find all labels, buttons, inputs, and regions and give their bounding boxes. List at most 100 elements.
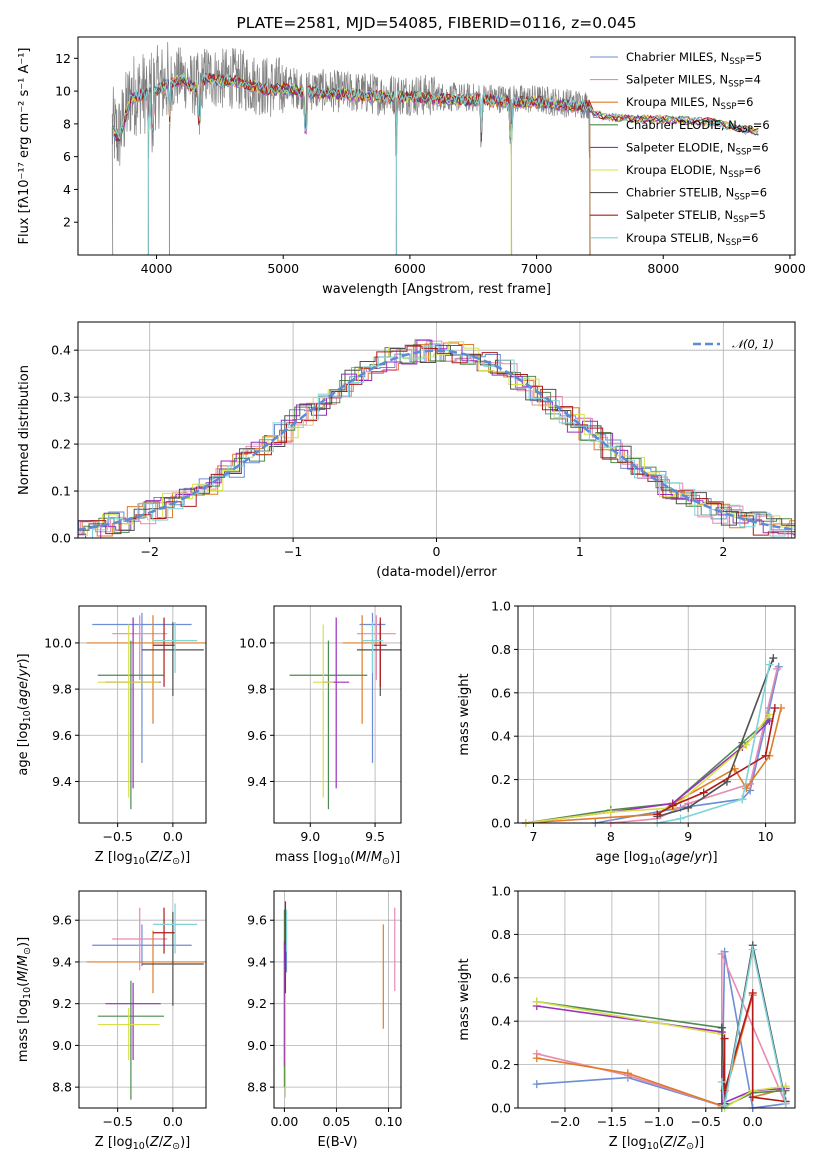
axis-label-part: / [159,850,164,865]
axis-label-part: ( [350,850,355,865]
legend-label-subscript: SSP [729,57,745,67]
spectrum-lines [111,41,759,255]
mass-weight-marker [748,945,757,954]
y-tick-label: 9.0 [247,1038,267,1053]
legend-label-subscript: SSP [726,238,742,248]
axis-label-part: M [16,955,31,966]
axis-label-part: Z [log [609,1135,647,1150]
y-tick-label: 6 [63,149,71,164]
x-tick-label: −1 [284,544,302,559]
axis-label-part: ⊙ [686,1141,694,1152]
x-tick-label: −0.5 [102,829,132,844]
axis-label-part: / [16,966,31,971]
legend-label-main: Salpeter ELODIE, N [626,140,736,154]
x-tick-label: 0.10 [375,1114,403,1129]
y-tick-label: 0.2 [51,437,71,452]
spectrum-plot: PLATE=2581, MJD=54085, FIBERID=0116, z=0… [17,14,806,297]
age-vs-mass-points [289,612,401,810]
y-tick-label: 9.6 [52,913,72,928]
x-axis-label: Z [log10(Z/Z⊙)] [95,850,190,867]
legend-label-end: =6 [741,231,758,245]
mass-weight-marker [761,751,770,760]
legend-label-subscript: SSP [728,170,744,180]
legend-entry: Salpeter ELODIE, NSSP=6 [626,140,769,157]
y-tick-label: 9.6 [247,913,267,928]
legend-label-end: =6 [752,140,769,154]
observed-spectrum-line [111,41,590,166]
y-tick-label: 0.6 [491,970,511,985]
y-axis-label: Flux [fλ10⁻¹⁷ erg cm⁻² s⁻¹ A⁻¹] [17,48,32,245]
legend-label-main: Kroupa MILES, N [626,95,721,109]
axis-label-part: ( [16,982,31,987]
x-tick-label: 9 [684,829,692,844]
x-tick-label: 0.0 [163,829,183,844]
age-vs-Z-points [86,612,206,810]
mass-weight-marker [606,808,615,817]
y-tick-label: 9.4 [247,774,267,789]
axis-label-part: 10 [22,987,33,999]
axis-label-part: ( [659,1135,664,1150]
residual-histogram-step [78,341,795,536]
mass-weight-line [721,949,787,1106]
axis-label-part: )] [707,850,717,865]
mass-weight-line [536,951,786,1109]
legend-entry: Chabrier STELIB, NSSP=6 [626,186,767,203]
axis-label-part: Z [log [95,850,133,865]
x-axis-label: mass [log10(M/M⊙)] [275,850,400,867]
y-axis-label: age [log10(age/yr)] [16,653,33,775]
axis-label-part: Z [663,1135,674,1150]
y-tick-label: 0.0 [51,531,71,546]
y-tick-label: 1.0 [491,599,511,614]
y-tick-label: 8.8 [52,1080,72,1095]
axis-label-part: 10 [133,1141,145,1152]
legend-label-subscript: SSP [736,147,752,157]
y-tick-label: 0.2 [491,772,511,787]
axis-label-part: 10 [133,856,145,867]
x-tick-label: 9.0 [300,829,320,844]
y-tick-label: 9.8 [247,682,267,697]
axis-label-part: Z [676,1135,687,1150]
mass-weight-marker [738,795,747,804]
y-tick-label: 4 [63,182,71,197]
axes-frame [273,890,402,1109]
legend-label-end: =6 [736,95,753,109]
normal-distribution-curve [78,349,795,532]
model-spectrum-line [113,72,759,141]
y-tick-label: 10.0 [44,635,72,650]
mass-weight-line [657,664,771,824]
x-tick-label: 8000 [647,261,679,276]
legend-label-main: Chabrier MILES, N [626,50,729,64]
mass-weight-marker [623,1069,632,1078]
y-tick-label: 0.2 [491,1057,511,1072]
y-tick-label: 2 [63,215,71,230]
y-tick-label: 0.0 [491,816,511,831]
mass-vs-EBV-plot: 0.00 0.05 0.10 8.8 9.0 9.2 9.4 9.6 E(B-V) [247,890,403,1150]
axes-frame [78,890,207,1109]
x-tick-label: −1.0 [644,1114,674,1129]
axis-label-part: M [16,971,31,982]
y-tick-label: 0.6 [491,685,511,700]
axis-label-part: age [16,681,31,705]
mass-weight-marker [773,664,782,673]
axis-label-part: )] [16,937,31,947]
x-tick-label: 0.00 [270,1114,298,1129]
y-axis-label: mass weight [457,958,472,1040]
mass-weight-marker [532,997,541,1006]
x-axis-label: Z [log10(Z/Z⊙)] [95,1135,190,1152]
age-vs-Z-plot: −0.5 0.09.49.69.810.0Z [log10(Z/Z⊙)]age [… [16,605,207,867]
mass-weight-marker [668,801,677,810]
axis-label-part: )] [180,850,190,865]
mass-weight-marker [765,660,774,669]
x-tick-label: 9000 [774,261,806,276]
x-tick-label: 4000 [141,261,173,276]
y-tick-label: 12 [55,51,71,66]
mass-weight-marker [532,1080,541,1089]
y-tick-label: 8.8 [247,1080,267,1095]
mass-weight-line [536,1005,786,1105]
axis-label-part: Z [162,1135,173,1150]
axis-label-part: / [690,850,695,865]
chart-title: PLATE=2581, MJD=54085, FIBERID=0116, z=0… [236,14,636,32]
axis-label-part: ⊙ [22,947,33,955]
